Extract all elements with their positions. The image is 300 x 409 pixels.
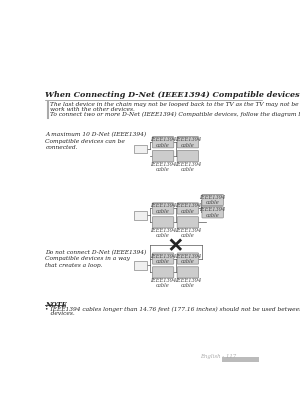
FancyBboxPatch shape: [202, 207, 223, 218]
Text: IEEE1394
cable: IEEE1394 cable: [175, 137, 201, 148]
Text: A maximum 10 D-Net (IEEE1394)
Compatible devices can be
connected.: A maximum 10 D-Net (IEEE1394) Compatible…: [45, 132, 146, 150]
Text: IEEE1394
cable: IEEE1394 cable: [175, 278, 201, 288]
Text: The last device in the chain may not be looped back to the TV as the TV may not : The last device in the chain may not be …: [50, 102, 300, 107]
FancyBboxPatch shape: [177, 253, 199, 264]
Text: IEEE1394
cable: IEEE1394 cable: [175, 162, 201, 172]
Text: IEEE1394
cable: IEEE1394 cable: [175, 228, 201, 238]
Text: IEEE1394
cable: IEEE1394 cable: [175, 203, 201, 214]
Text: devices.: devices.: [45, 311, 75, 316]
Bar: [222, 357, 259, 362]
Text: IEEE1394
cable: IEEE1394 cable: [150, 228, 176, 238]
Text: IEEE1394
cable: IEEE1394 cable: [150, 137, 176, 148]
FancyBboxPatch shape: [177, 137, 199, 148]
FancyBboxPatch shape: [152, 267, 174, 278]
Text: Do not connect D-Net (IEEE1394)
Compatible devices in a way
that creates a loop.: Do not connect D-Net (IEEE1394) Compatib…: [45, 250, 146, 267]
FancyBboxPatch shape: [152, 217, 174, 228]
Text: IEEE1394
cable: IEEE1394 cable: [150, 278, 176, 288]
Text: NOTE: NOTE: [45, 301, 67, 309]
FancyBboxPatch shape: [152, 137, 174, 148]
Text: IEEE1394
cable: IEEE1394 cable: [150, 254, 176, 264]
Text: When Connecting D-Net (IEEE1394) Compatible devices: When Connecting D-Net (IEEE1394) Compati…: [45, 91, 300, 99]
FancyBboxPatch shape: [177, 151, 199, 162]
FancyBboxPatch shape: [177, 217, 199, 228]
FancyBboxPatch shape: [202, 194, 223, 206]
Text: English - 117: English - 117: [200, 354, 236, 359]
Text: IEEE1394
cable: IEEE1394 cable: [200, 207, 226, 218]
FancyBboxPatch shape: [177, 203, 199, 214]
FancyBboxPatch shape: [152, 253, 174, 264]
Text: IEEE1394
cable: IEEE1394 cable: [150, 203, 176, 214]
FancyBboxPatch shape: [152, 151, 174, 162]
FancyBboxPatch shape: [152, 203, 174, 214]
Text: work with the other devices.: work with the other devices.: [50, 107, 135, 112]
Text: To connect two or more D-Net (IEEE1394) Compatible devices, follow the diagram b: To connect two or more D-Net (IEEE1394) …: [50, 111, 300, 117]
Text: IEEE1394
cable: IEEE1394 cable: [200, 195, 226, 205]
Bar: [134, 211, 147, 220]
FancyBboxPatch shape: [177, 267, 199, 278]
Bar: [134, 145, 147, 153]
Bar: [134, 261, 147, 270]
Text: • IEEE1394 cables longer than 14.76 feet (177.16 inches) should not be used betw: • IEEE1394 cables longer than 14.76 feet…: [45, 306, 300, 312]
Text: IEEE1394
cable: IEEE1394 cable: [175, 254, 201, 264]
Text: IEEE1394
cable: IEEE1394 cable: [150, 162, 176, 172]
